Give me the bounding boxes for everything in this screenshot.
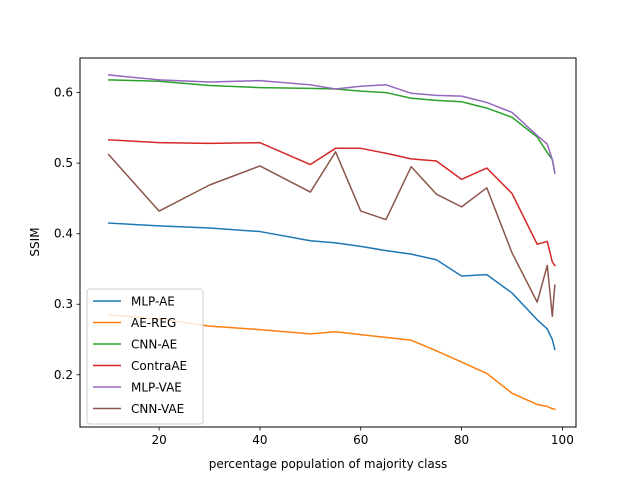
legend-label-cnn-vae: CNN-VAE (131, 402, 184, 416)
y-axis: 0.2 0.3 0.4 0.5 0.6 (54, 86, 80, 382)
legend-label-mlp-vae: MLP-VAE (131, 381, 182, 395)
x-axis-label: percentage population of majority class (209, 457, 448, 471)
legend: MLP-AE AE-REG CNN-AE ContraAE MLP-VAE CNN-VAE (86, 288, 204, 425)
legend-label-ae-reg: AE-REG (131, 316, 176, 330)
legend-label-cnn-ae: CNN-AE (131, 338, 177, 352)
x-tick-label: 60 (353, 433, 368, 447)
x-tick-label: 20 (151, 433, 166, 447)
x-tick-label: 80 (454, 433, 469, 447)
plot-frame (79, 57, 577, 428)
legend-label-contraae: ContraAE (131, 359, 187, 373)
y-tick-label: 0.3 (54, 297, 73, 311)
series-line-cnn-vae (107, 151, 556, 317)
legend-label-mlp-ae: MLP-AE (131, 295, 175, 309)
series-line-mlp-ae (107, 222, 556, 351)
x-tick-label: 40 (252, 433, 267, 447)
x-axis: 20 40 60 80 100 (151, 427, 574, 447)
y-tick-label: 0.4 (54, 227, 73, 241)
series-line-mlp-vae (107, 74, 556, 174)
x-tick-label: 100 (551, 433, 574, 447)
y-tick-label: 0.6 (54, 86, 73, 100)
series-line-cnn-ae (107, 79, 556, 174)
series-line-ae-reg (107, 314, 556, 411)
y-tick-label: 0.2 (54, 368, 73, 382)
y-axis-label: SSIM (28, 227, 42, 256)
y-tick-label: 0.5 (54, 156, 73, 170)
series-layer (107, 74, 556, 411)
series-line-contraae (107, 139, 556, 267)
